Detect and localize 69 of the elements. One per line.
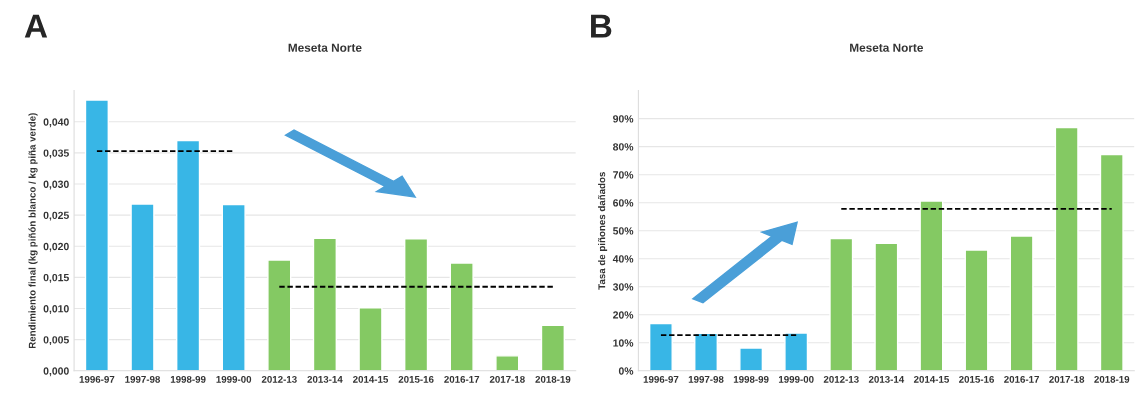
bar: [1054, 126, 1079, 371]
chart-title: Meseta Norte: [288, 43, 362, 52]
bar: [312, 237, 337, 371]
x-tick-label: 2012-13: [823, 375, 859, 383]
bar: [874, 242, 899, 371]
text: A: [24, 14, 48, 38]
y-axis-title: Tasa de piñones dañados: [598, 172, 608, 290]
bar: [449, 262, 474, 371]
x-tick-label: 1999-00: [778, 375, 814, 383]
bar: [1009, 235, 1034, 371]
x-tick-label: 2012-13: [261, 375, 297, 383]
bar: [130, 203, 155, 371]
x-tick-label: 1998-99: [170, 375, 206, 383]
y-tick-label: 0,005: [43, 336, 69, 346]
x-tick-label: 2013-14: [868, 375, 905, 383]
x-tick-label: 1997-98: [125, 375, 161, 383]
y-tick-label: 80%: [613, 143, 634, 151]
x-tick-label: 1996-97: [79, 375, 115, 383]
y-tick-label: 10%: [613, 339, 634, 347]
x-tick-label: 2017-18: [489, 375, 525, 383]
y-tick-label: 0,040: [43, 118, 69, 128]
bar: [221, 203, 246, 371]
x-tick-label: 2015-16: [398, 375, 434, 383]
bar: [358, 307, 383, 371]
x-tick-label: 2014-15: [913, 375, 949, 383]
x-tick-label: 2014-15: [353, 375, 389, 383]
bar: [829, 237, 854, 371]
y-tick-label: 50%: [613, 227, 634, 235]
bar: [919, 200, 944, 371]
bar: [964, 249, 989, 371]
y-tick-label: 0,010: [43, 305, 69, 314]
x-tick-label: 1996-97: [643, 375, 679, 383]
y-axis-title: Rendimiento final (kg piñón blanco / kg piña verde): [28, 113, 38, 349]
y-tick-label: 0,030: [43, 180, 69, 190]
y-tick-label: 0,015: [43, 273, 69, 283]
y-tick-label: 40%: [612, 255, 634, 263]
y-tick-label: 0,035: [43, 149, 69, 159]
bar: [784, 332, 809, 371]
y-tick-label: 60%: [613, 199, 634, 207]
y-tick-label: 70%: [613, 171, 634, 179]
x-tick-label: 2018-19: [1094, 375, 1130, 383]
bar: [739, 347, 764, 371]
bar: [84, 99, 109, 371]
bar: [404, 238, 429, 371]
x-tick-label: 2016-17: [1004, 375, 1040, 383]
x-tick-label: 1997-98: [688, 375, 724, 383]
x-tick-label: 2016-17: [444, 375, 480, 383]
x-tick-label: 2013-14: [307, 375, 343, 383]
y-tick-label: 90%: [613, 115, 634, 123]
bar: [694, 332, 718, 371]
y-tick-label: 20%: [613, 311, 634, 319]
y-tick-label: 0,000: [43, 367, 69, 377]
bar: [495, 355, 520, 371]
x-tick-label: 1999-00: [216, 375, 252, 383]
x-tick-label: 2017-18: [1049, 375, 1085, 383]
chart-title: Meseta Norte: [850, 43, 924, 52]
y-tick-label: 30%: [612, 283, 634, 291]
bar: [176, 139, 201, 371]
y-tick-label: 0,020: [43, 242, 69, 252]
bar: [1099, 153, 1124, 371]
x-tick-label: 1998-99: [733, 375, 769, 383]
x-tick-label: 2015-16: [959, 375, 994, 383]
y-tick-label: 0%: [618, 367, 634, 375]
x-tick-label: 2018-19: [535, 375, 571, 383]
y-tick-label: 0,025: [43, 211, 69, 221]
bar: [540, 324, 565, 371]
bar: [648, 322, 673, 371]
bar: [267, 259, 292, 371]
text: B: [591, 14, 612, 38]
